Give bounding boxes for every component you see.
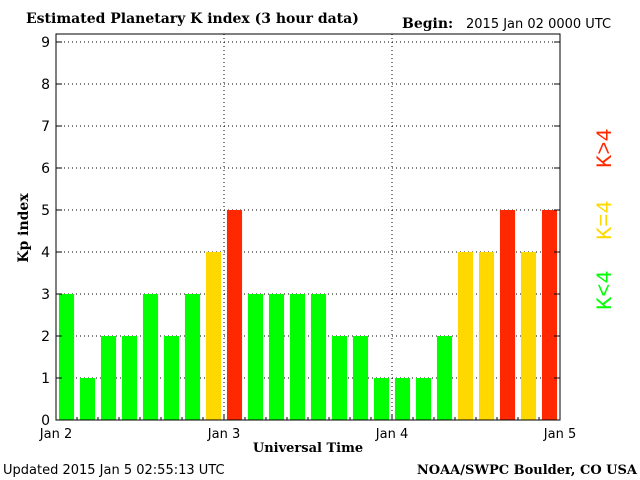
legend-k-above-4: K>4 [593, 128, 618, 168]
kp-bar [121, 336, 138, 420]
y-tick-label: 9 [41, 35, 50, 51]
kp-bar [331, 336, 348, 420]
credit-text: NOAA/SWPC Boulder, CO USA [417, 463, 638, 478]
kp-bar [58, 294, 75, 420]
kp-bar [289, 294, 306, 420]
kp-bar [163, 336, 180, 420]
axis-ticks: 0 1 2 3 4 5 6 7 8 9 Jan 2 Jan 3 Jan 4 Jan 5 [39, 35, 576, 442]
y-tick-label: 3 [41, 287, 50, 303]
y-tick-label: 4 [41, 245, 50, 261]
updated-timestamp: Updated 2015 Jan 5 02:55:13 UTC [3, 463, 225, 478]
begin-label: Begin: [402, 16, 453, 32]
kp-bar [541, 210, 558, 420]
kp-bar [184, 294, 201, 420]
kp-bar [520, 252, 537, 420]
bars [58, 210, 558, 420]
kp-bar [205, 252, 222, 420]
y-tick-label: 6 [41, 161, 50, 177]
x-tick-label: Jan 5 [543, 427, 576, 442]
x-axis-label: Universal Time [253, 441, 363, 456]
kp-bar [415, 378, 432, 420]
y-tick-label: 8 [41, 77, 50, 93]
y-tick-label: 1 [41, 371, 50, 387]
kp-bar [310, 294, 327, 420]
x-tick-label: Jan 3 [207, 427, 240, 442]
kp-bar [394, 378, 411, 420]
legend-k-below-4: K<4 [593, 270, 618, 310]
y-tick-label: 5 [41, 203, 50, 219]
chart-title: Estimated Planetary K index (3 hour data… [26, 11, 359, 27]
kp-bar [100, 336, 117, 420]
kp-bar [499, 210, 516, 420]
legend-k-equal-4: K=4 [593, 200, 618, 240]
x-tick-label: Jan 2 [39, 427, 72, 442]
kp-bar [268, 294, 285, 420]
x-tick-label: Jan 4 [375, 427, 408, 442]
y-axis-label: Kp index [16, 193, 32, 263]
begin-value: 2015 Jan 02 0000 UTC [466, 17, 611, 32]
y-tick-label: 7 [41, 119, 50, 135]
y-tick-label: 2 [41, 329, 50, 345]
kp-bar [79, 378, 96, 420]
kp-bar [142, 294, 159, 420]
kp-bar [457, 252, 474, 420]
kp-bar [226, 210, 243, 420]
kp-bar [352, 336, 369, 420]
kp-bar [436, 336, 453, 420]
grid-lines [56, 34, 560, 420]
kp-bar [478, 252, 495, 420]
kp-bar [373, 378, 390, 420]
kp-bar [247, 294, 264, 420]
y-tick-label: 0 [41, 413, 50, 429]
